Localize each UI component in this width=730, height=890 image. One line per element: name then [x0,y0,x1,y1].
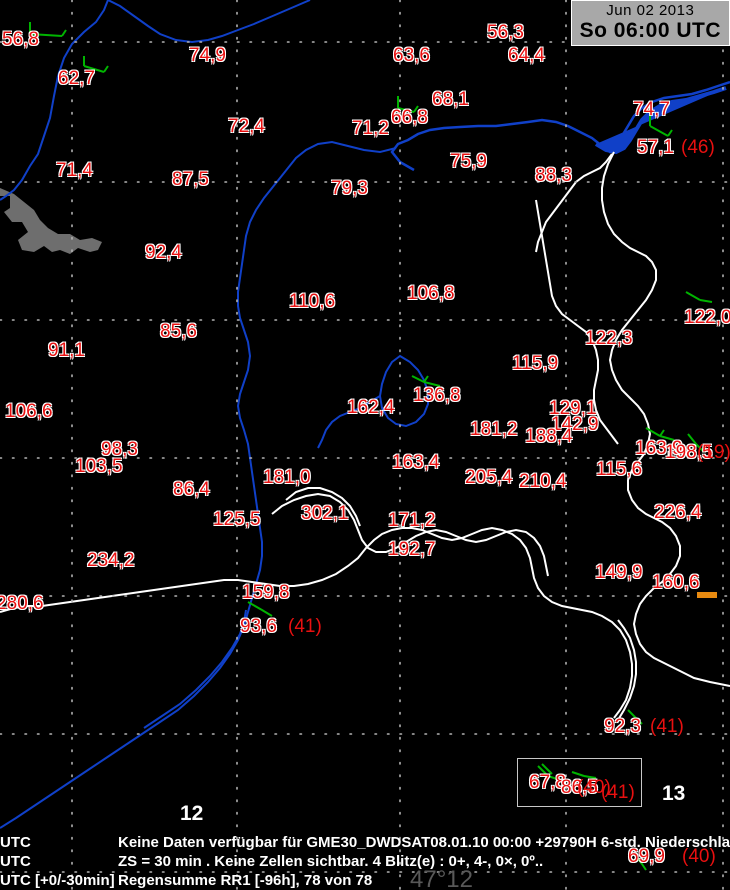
station-precip-value: 75,9 [450,151,487,172]
station-precip-value: 181,2 [470,419,518,440]
station-precip-value: 188,4 [525,426,573,447]
station-precip-value: 122,0 [684,307,730,328]
station-observation-count: (46) [681,137,715,158]
timestamp-date: Jun 02 2013 [606,2,695,19]
station-precip-value: 87,5 [172,169,209,190]
station-precip-value: 79,3 [331,178,368,199]
footer-row: UTC [+0/-30min] Regensumme RR1 [-96h], 7… [0,871,730,890]
timestamp-box: Jun 02 2013 So 06:00 UTC [570,0,730,46]
station-precip-value: 125,5 [213,509,261,530]
station-precip-value: 192,7 [388,539,436,560]
station-precip-value: 71,2 [352,118,389,139]
station-precip-value: 63,6 [393,45,430,66]
footer-row: UTC ZS = 30 min . Keine Zellen sichtbar.… [0,852,730,871]
station-precip-value: 198,5 [665,442,713,463]
footer-status-line: ZS = 30 min . Keine Zellen sichtbar. 4 B… [118,853,544,870]
station-precip-value: 57,1 [637,137,674,158]
station-precip-value: 302,1 [301,503,349,524]
station-precip-value: 149,9 [595,562,643,583]
station-precip-value: 181,0 [263,467,311,488]
station-precip-value: 56,8 [2,29,39,50]
station-precip-value: 88,3 [535,165,572,186]
station-precip-value: 74,7 [633,99,670,120]
station-precip-value: 91,1 [48,340,85,361]
station-precip-value: 160,6 [652,572,700,593]
footer-utc-offset-label: UTC [+0/-30min] [0,872,115,889]
station-observation-count: (41) [288,616,322,637]
station-precip-value: 110,6 [289,291,336,312]
station-precip-value: 171,2 [388,510,436,531]
station-precip-value: 122,3 [585,328,633,349]
river-lower-left [143,609,247,729]
station-precip-value: 163,4 [392,452,440,473]
station-observation-count: (41) [601,782,635,803]
footer-status-bar: UTC Keine Daten verfügbar für GME30_DWDS… [0,833,730,890]
station-precip-value: 69,9 [628,846,665,867]
grid-longitude-label: 12 [180,802,204,825]
latitude-coordinate-label: 47°12 [410,866,473,890]
station-precip-value: 72,4 [228,116,265,137]
station-precip-value: 64,4 [508,45,545,66]
station-precip-value: 86,4 [173,479,210,500]
station-precip-value: 142,9 [551,414,599,435]
lake-shape [0,188,102,254]
station-precip-value: 159,8 [242,582,290,603]
station-precip-value: 163,9 [635,438,683,459]
station-precip-value: 136,8 [413,385,461,406]
station-precip-value: 85,6 [160,321,197,342]
station-precip-value: 98,3 [101,439,138,460]
station-precip-value: 129,1 [549,398,597,419]
footer-status-line: Keine Daten verfügbar für GME30_DWDSAT08… [118,834,730,851]
timestamp-time: So 06:00 UTC [579,19,721,42]
station-precip-value: 92,3 [604,716,641,737]
station-precip-value: 92,4 [145,242,182,263]
station-precip-value: 56,3 [487,22,524,43]
station-precip-value: 93,6 [240,616,277,637]
station-precip-value: 234,2 [87,550,135,571]
grid-longitude-label: 13 [662,782,686,805]
station-precip-value: 62,7 [58,68,95,89]
station-observation-count: (40) [577,777,611,798]
footer-utc-label: UTC [0,853,31,870]
station-precip-value: 103,5 [75,456,123,477]
station-precip-value: 71,4 [56,160,93,181]
station-precip-value: 115,6 [596,459,643,480]
orange-station-marker [697,592,717,598]
border-lower-right [617,619,637,721]
station-precip-value: 106,6 [5,401,53,422]
station-observation-count: (40) [682,846,716,867]
station-precip-value: 68,1 [432,89,469,110]
wind-barb-icon [685,291,713,303]
station-precip-value: 74,9 [189,45,226,66]
station-observation-count: (19) [697,442,730,463]
river-upper-north [107,0,311,44]
station-precip-value: 162,4 [347,397,395,418]
station-precip-value: 280,6 [0,593,44,614]
station-precip-value: 115,9 [512,353,559,374]
border-eastern [601,151,730,687]
station-precip-value: 67,8 [529,772,566,793]
station-precip-value: 86,5 [561,777,598,798]
footer-row: UTC Keine Daten verfügbar für GME30_DWDS… [0,833,730,852]
station-precip-value: 66,8 [391,107,428,128]
station-precip-value: 106,8 [407,283,455,304]
footer-utc-label: UTC [0,834,31,851]
station-observation-count: (41) [650,716,684,737]
footer-status-line: Regensumme RR1 [-96h], 78 von 78 [118,872,373,889]
station-precip-value: 210,4 [519,471,567,492]
station-precip-value: 226,4 [654,502,702,523]
station-precip-value: 205,4 [465,467,513,488]
cell-highlight-box[interactable] [517,758,642,807]
wind-barb-icon [247,601,273,617]
